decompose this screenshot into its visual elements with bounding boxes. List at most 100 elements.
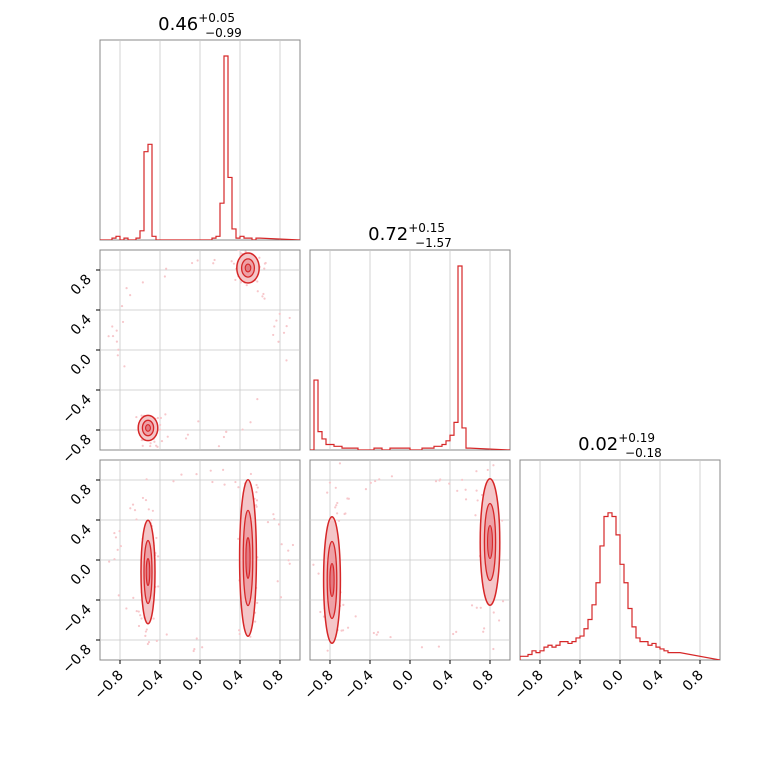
density-panel-2-1 (312, 462, 505, 652)
xtick-label-0-4: 0.8 (260, 668, 287, 695)
sample-point-2-1-69 (376, 631, 380, 634)
sample-point-2-0-45 (222, 468, 225, 471)
title-hist-0: 0.46+0.05 −0.99 (158, 11, 242, 40)
sample-point-2-0-129 (193, 647, 196, 651)
sample-point-1-0-60 (285, 359, 288, 362)
sample-point-2-0-111 (155, 639, 158, 643)
sample-point-1-0-18 (186, 433, 190, 436)
sample-point-1-0-129 (263, 297, 266, 300)
sample-point-2-1-60 (346, 626, 350, 629)
sample-point-2-1-90 (372, 631, 375, 635)
sample-point-1-0-148 (256, 280, 259, 283)
sample-point-2-1-135 (464, 488, 467, 491)
sample-point-1-0-105 (116, 354, 119, 357)
sample-point-2-1-138 (369, 481, 372, 484)
sample-point-2-0-96 (113, 531, 116, 535)
xtick-label-0-0: −0.8 (91, 668, 126, 703)
ytick-label-2-4: 0.8 (68, 482, 95, 509)
sample-point-2-0-84 (118, 530, 121, 533)
sample-point-1-0-42 (125, 287, 128, 290)
sample-point-1-0-142 (256, 290, 259, 293)
sample-point-1-0-103 (149, 444, 152, 448)
sample-point-1-0-84 (156, 416, 159, 420)
sample-point-1-0-36 (115, 340, 119, 343)
sample-point-2-0-88 (150, 518, 153, 522)
sample-point-2-1-21 (364, 487, 368, 491)
contour-inner-2-0-0 (145, 557, 151, 587)
density-panel-2-0 (108, 468, 295, 653)
sample-point-2-0-30 (238, 632, 241, 636)
sample-point-2-1-141 (470, 604, 474, 607)
sample-point-1-0-119 (155, 444, 158, 447)
sample-point-1-0-48 (123, 365, 126, 368)
sample-point-1-0-41 (140, 414, 143, 417)
sample-point-2-0-109 (255, 491, 258, 494)
sample-point-1-0-159 (141, 281, 144, 284)
sample-point-2-1-155 (501, 519, 504, 522)
sample-point-2-1-86 (335, 504, 338, 507)
sample-point-1-0-33 (288, 316, 291, 320)
sample-point-2-1-126 (420, 646, 424, 649)
xtick-label-2-0: −0.8 (511, 668, 546, 703)
sample-point-1-0-144 (225, 430, 228, 433)
sample-point-1-0-45 (107, 335, 110, 338)
sample-point-2-1-9 (456, 489, 459, 492)
sample-point-2-0-13 (237, 486, 240, 489)
ytick-label-1-0: −0.8 (59, 432, 94, 467)
sample-point-2-0-57 (280, 543, 283, 546)
sample-point-1-0-15 (256, 398, 259, 401)
sample-point-2-1-8 (337, 519, 341, 522)
sample-point-2-0-15 (272, 513, 275, 516)
xtick-label-2-4: 0.8 (680, 668, 707, 695)
sample-point-1-0-6 (159, 416, 162, 420)
sample-point-2-0-126 (172, 480, 175, 483)
sample-point-2-1-43 (492, 611, 495, 614)
sample-point-2-1-97 (475, 606, 478, 609)
sample-point-2-0-63 (192, 649, 195, 653)
sample-point-2-0-42 (135, 609, 138, 613)
sample-point-1-0-63 (163, 275, 166, 278)
sample-point-2-0-102 (209, 469, 212, 472)
contour-inner-1-0-1 (145, 424, 152, 432)
sample-point-2-1-93 (347, 497, 350, 500)
sample-point-2-0-72 (137, 624, 141, 628)
xtick-label-2-3: 0.4 (640, 667, 667, 694)
sample-point-2-1-153 (455, 630, 458, 633)
sample-point-1-0-69 (239, 281, 242, 284)
sample-point-2-0-130 (146, 642, 149, 646)
sample-point-2-1-57 (437, 645, 440, 648)
sample-point-2-0-37 (256, 601, 259, 604)
sample-point-2-1-122 (334, 486, 337, 489)
sample-point-1-0-150 (261, 295, 264, 298)
title-hist-2: 0.02+0.19 −0.18 (578, 431, 662, 460)
sample-point-2-0-36 (195, 637, 198, 640)
sample-point-2-0-144 (234, 480, 237, 484)
sample-point-2-1-17 (486, 468, 489, 472)
sample-point-2-0-120 (144, 630, 147, 633)
sample-point-2-1-114 (390, 475, 394, 478)
sample-point-2-1-2 (326, 491, 329, 494)
histogram-line-2 (520, 512, 720, 660)
sample-point-2-0-12 (211, 480, 214, 484)
ytick-label-1-3: 0.4 (68, 311, 95, 338)
sample-point-1-0-9 (222, 435, 226, 439)
sample-point-1-0-146 (245, 284, 248, 287)
sample-point-2-1-147 (474, 514, 477, 517)
sample-point-2-0-54 (201, 646, 204, 649)
sample-point-2-0-87 (145, 628, 148, 631)
ytick-label-1-1: −0.4 (59, 391, 94, 426)
contour-inner-2-1-1 (486, 524, 493, 560)
sample-point-1-0-141 (190, 261, 194, 265)
sample-point-1-0-135 (111, 325, 114, 328)
sample-point-1-0-138 (277, 340, 280, 343)
sample-point-2-0-89 (249, 472, 253, 476)
sample-point-2-1-31 (492, 464, 495, 467)
sample-point-2-1-45 (464, 498, 468, 501)
sample-point-2-1-55 (483, 627, 486, 630)
xtick-label-1-0: −0.8 (301, 668, 336, 703)
sample-point-2-1-105 (342, 603, 345, 606)
ytick-label-1-4: 0.8 (68, 272, 95, 299)
sample-point-1-0-114 (117, 348, 120, 351)
sample-point-1-0-71 (153, 440, 156, 443)
sample-point-1-0-153 (166, 435, 169, 438)
